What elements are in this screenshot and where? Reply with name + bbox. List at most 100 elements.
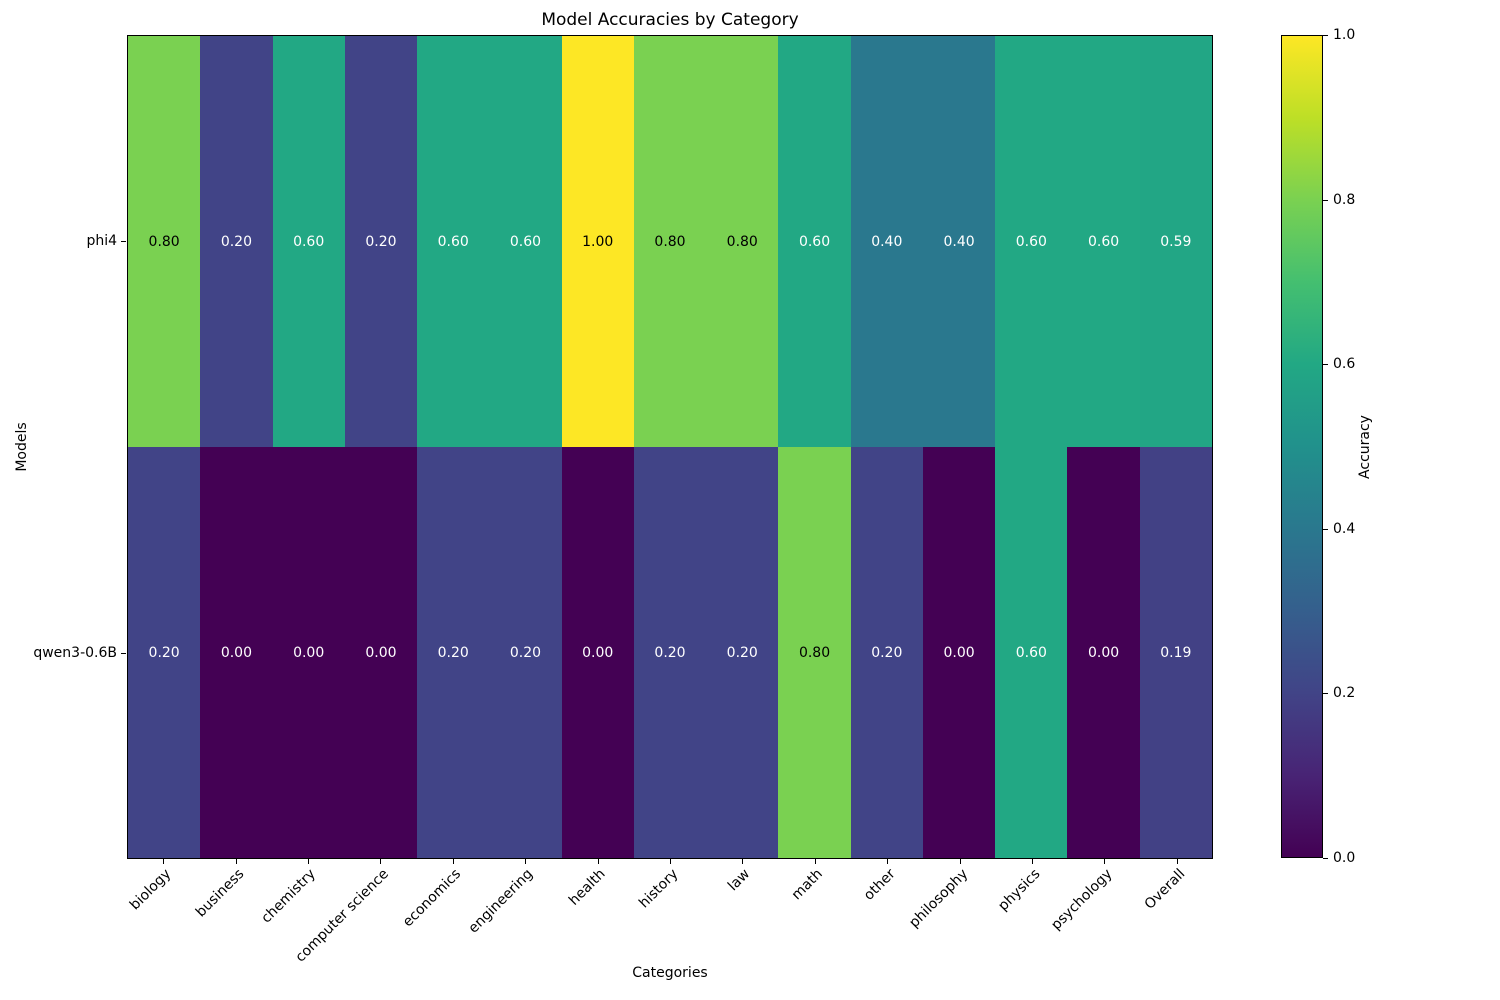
x-tick-label: health (566, 866, 609, 909)
cell-value: 0.40 (871, 233, 903, 250)
y-tick-mark (121, 653, 126, 654)
x-tick-label: history (635, 866, 682, 912)
heatmap-cell: 0.59 (1139, 36, 1212, 447)
heatmap-cell: 0.60 (489, 36, 562, 447)
cell-value: 0.40 (943, 233, 975, 250)
heatmap-cell: 0.60 (778, 36, 851, 447)
x-tick-mark (380, 859, 382, 864)
y-tick-label: qwen3-0.6B (33, 645, 117, 661)
colorbar-tick-label: 0.4 (1333, 520, 1356, 537)
cell-value: 0.60 (509, 233, 542, 250)
heatmap-cell: 0.20 (706, 447, 779, 858)
cell-value: 0.00 (1088, 644, 1120, 661)
x-tick-mark (814, 859, 816, 864)
cell-value: 0.20 (509, 644, 542, 661)
cell-value: 0.00 (365, 644, 397, 661)
heatmap-cell: 0.00 (200, 447, 273, 858)
cell-value: 0.80 (148, 233, 180, 250)
cell-value: 0.59 (1160, 233, 1192, 250)
colorbar-tick-label: 0.0 (1333, 850, 1356, 866)
x-tick-mark (308, 859, 309, 864)
x-tick-mark (959, 859, 961, 864)
heatmap-cell: 0.60 (995, 36, 1068, 447)
colorbar-tick-mark (1323, 693, 1328, 695)
x-axis-label: Categories (632, 965, 708, 981)
cell-value: 0.00 (943, 644, 975, 661)
x-tick-label: physics (995, 866, 1044, 915)
cell-value: 0.80 (654, 233, 686, 250)
heatmap-cell: 0.60 (417, 36, 490, 447)
cell-value: 0.19 (1160, 644, 1192, 661)
heatmap-cell: 0.00 (561, 447, 634, 858)
colorbar-tick-mark (1323, 364, 1328, 366)
x-tick-label: biology (127, 866, 175, 914)
heatmap-cell: 0.20 (128, 447, 201, 858)
heatmap-cell: 0.40 (922, 36, 996, 447)
x-tick-label: psychology (1048, 866, 1116, 934)
heatmap-cell: 0.20 (850, 447, 923, 858)
cell-value: 0.20 (437, 644, 469, 661)
x-tick-mark (670, 859, 671, 864)
colorbar-tick-mark (1323, 528, 1328, 530)
x-tick-mark (235, 859, 237, 864)
cell-value: 0.20 (365, 233, 397, 250)
colorbar-tick-mark (1323, 858, 1328, 859)
x-tick-mark (163, 859, 165, 864)
x-tick-mark (525, 859, 527, 864)
cell-value: 0.80 (798, 644, 831, 661)
colorbar-tick-label: 0.6 (1333, 356, 1356, 373)
x-tick-mark (1176, 859, 1178, 864)
x-tick-label: business (192, 866, 247, 921)
heatmap-cell: 0.20 (489, 447, 562, 858)
x-tick-mark (887, 859, 889, 864)
cell-value: 0.00 (582, 644, 614, 661)
heatmap-cell: 0.60 (1067, 36, 1140, 447)
heatmap-cell: 0.60 (995, 447, 1068, 858)
x-tick-label: economics (399, 866, 465, 931)
heatmap-cell: 0.20 (200, 36, 273, 447)
colorbar-label: Accuracy (1357, 415, 1373, 479)
cell-value: 0.20 (654, 644, 686, 661)
cell-value: 0.60 (798, 233, 831, 250)
cell-value: 1.00 (582, 233, 614, 250)
cell-value: 0.20 (726, 644, 758, 661)
x-tick-label: engineering (465, 866, 537, 937)
cell-value: 0.00 (293, 644, 325, 661)
cell-value: 0.60 (1088, 233, 1120, 250)
cell-value: 0.80 (726, 233, 758, 250)
heatmap-cell: 0.40 (850, 36, 923, 447)
cell-value: 0.60 (293, 233, 325, 250)
x-tick-label: law (725, 866, 754, 895)
cell-value: 0.20 (220, 233, 252, 250)
cell-value: 0.00 (220, 644, 252, 661)
cell-value: 0.60 (1015, 233, 1047, 250)
heatmap-cell: 0.00 (344, 447, 418, 858)
chart-title: Model Accuracies by Category (541, 10, 799, 30)
heatmap-cell: 1.00 (561, 36, 634, 447)
heatmap-cell: 0.80 (128, 36, 201, 447)
x-tick-mark (742, 859, 744, 864)
colorbar-tick-label: 0.2 (1333, 685, 1356, 702)
colorbar-tick-mark (1323, 35, 1328, 36)
x-tick-label: math (788, 866, 827, 904)
y-axis-label: Models (14, 422, 30, 472)
heatmap-cell: 0.60 (272, 36, 345, 447)
colorbar-tick-label: 0.8 (1333, 191, 1356, 208)
y-tick-mark (121, 241, 126, 242)
y-tick-label: phi4 (86, 233, 117, 249)
heatmap-cell: 0.00 (1067, 447, 1140, 858)
heatmap-cell: 0.20 (344, 36, 418, 447)
x-tick-mark (1104, 859, 1106, 864)
cell-value: 0.60 (437, 233, 469, 250)
x-tick-mark (1032, 859, 1033, 864)
cell-value: 0.20 (871, 644, 903, 661)
x-tick-mark (597, 859, 599, 864)
heatmap-plot-area: 0.80 0.20 0.60 0.20 0.60 0.60 1.00 0.80 0.80 0.60… (127, 35, 1213, 859)
cell-value: 0.60 (1015, 644, 1047, 661)
heatmap-cell: 0.00 (272, 447, 345, 858)
colorbar-tick-label: 1.0 (1333, 27, 1356, 43)
heatmap-cell: 0.19 (1139, 447, 1212, 858)
heatmap-cell: 0.80 (706, 36, 779, 447)
x-tick-label: chemistry (258, 866, 320, 927)
